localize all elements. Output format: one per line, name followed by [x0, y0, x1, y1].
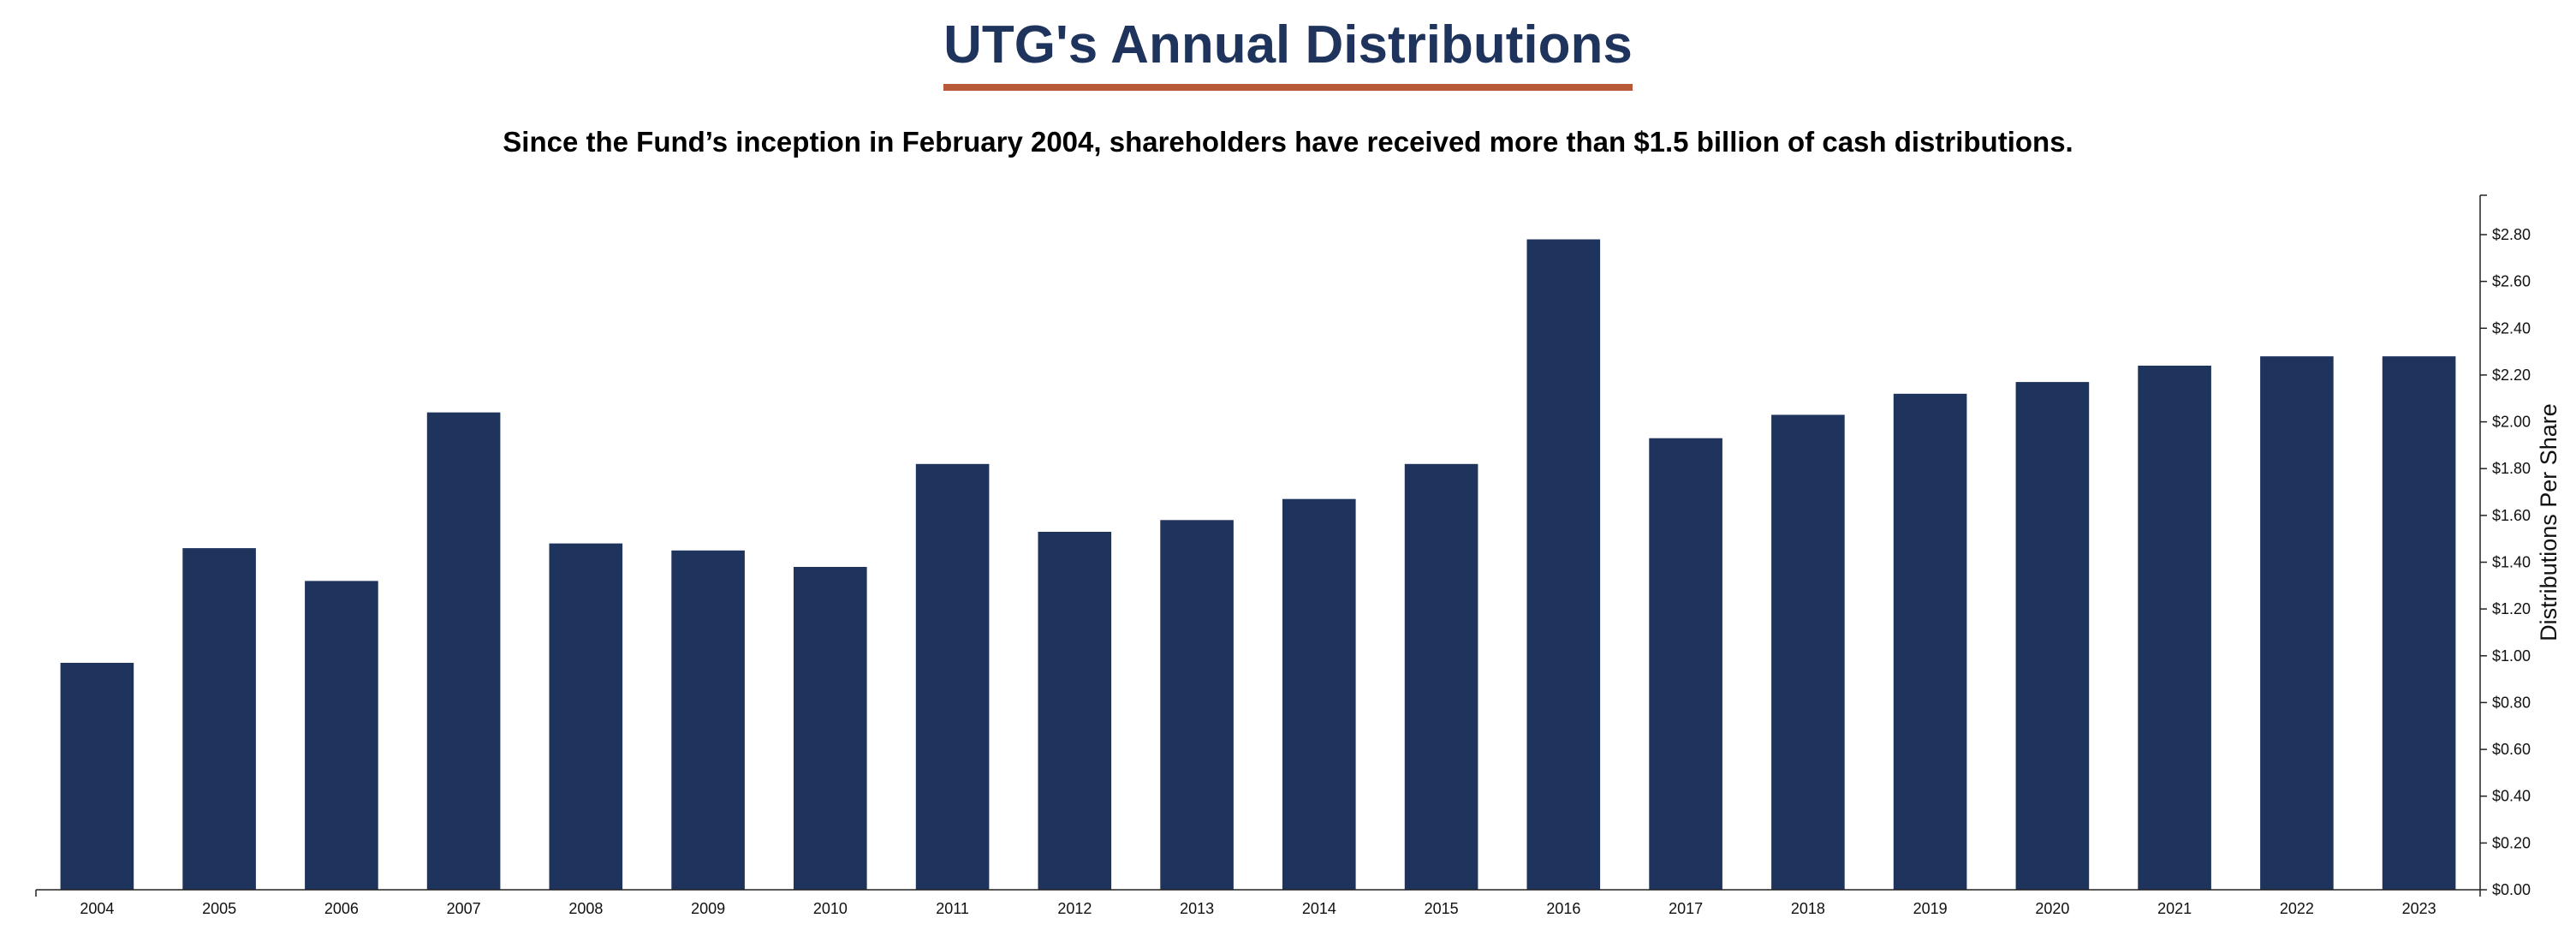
x-tick-label-2006: 2006: [324, 900, 359, 917]
x-tick-label-2016: 2016: [1546, 900, 1580, 917]
bar-2023: [2382, 356, 2456, 891]
bar-2004: [60, 663, 134, 890]
y-tick-label: $0.20: [2492, 834, 2531, 851]
y-tick-label: $0.40: [2492, 788, 2531, 805]
x-tick-label-2007: 2007: [447, 900, 481, 917]
y-tick-label: $1.00: [2492, 647, 2531, 665]
x-tick-label-2009: 2009: [691, 900, 725, 917]
x-tick-label-2020: 2020: [2035, 900, 2069, 917]
y-tick-label: $1.20: [2492, 600, 2531, 617]
bar-2007: [426, 412, 501, 891]
x-tick-label-2018: 2018: [1791, 900, 1825, 917]
y-axis: $0.00 $0.20 $0.40 $0.60 $0.80 $1.00 $1.20 $1.40…: [2479, 194, 2531, 898]
bar-2005: [182, 548, 256, 890]
y-tick-label: $2.60: [2492, 273, 2531, 290]
bar-2018: [1771, 414, 1845, 890]
title-wrap: UTG's Annual Distributions: [0, 0, 2576, 91]
bar-2020: [2015, 382, 2090, 891]
y-tick-label: $1.40: [2492, 554, 2531, 571]
x-tick-label-2011: 2011: [936, 900, 969, 917]
y-tick-label: $0.80: [2492, 694, 2531, 711]
bar-2019: [1893, 393, 1967, 890]
x-tick-label-2008: 2008: [568, 900, 603, 917]
y-tick-label: $0.00: [2492, 881, 2531, 898]
bar-2016: [1526, 239, 1601, 890]
x-tick-label-2013: 2013: [1180, 900, 1214, 917]
bar-2012: [1038, 532, 1112, 890]
chart-subtitle: Since the Fund’s inception in February 2…: [503, 126, 2073, 158]
y-tick-label: $2.40: [2492, 319, 2531, 337]
bar-2009: [671, 550, 745, 890]
x-tick-label-2021: 2021: [2157, 900, 2192, 917]
bar-2015: [1404, 463, 1478, 891]
x-tick-label-2012: 2012: [1057, 900, 1092, 917]
x-tick-label-2023: 2023: [2402, 900, 2436, 917]
x-tick-label-2017: 2017: [1669, 900, 1703, 917]
x-tick-label-2014: 2014: [1302, 900, 1336, 917]
bar-2021: [2138, 366, 2211, 890]
x-axis: 2004 2005 2006 2007 2008 2009 2010 2011 2012 2013…: [35, 889, 2480, 917]
x-tick-label-2004: 2004: [80, 900, 114, 917]
bar-2006: [305, 581, 378, 890]
x-tick-label-2019: 2019: [1913, 900, 1948, 917]
bar-2022: [2260, 356, 2334, 891]
y-axis-label: Distributions Per Share: [2536, 403, 2561, 641]
bar-2014: [1282, 498, 1356, 890]
bar-2017: [1649, 438, 1722, 890]
chart-title: UTG's Annual Distributions: [943, 12, 1633, 91]
y-tick-label: $0.60: [2492, 741, 2531, 758]
bar-2013: [1160, 520, 1234, 890]
y-tick-label: $2.20: [2492, 367, 2531, 384]
y-tick-label: $2.80: [2492, 226, 2531, 243]
bar-2008: [549, 543, 623, 890]
bar-2011: [915, 463, 990, 891]
x-tick-label-2015: 2015: [1425, 900, 1459, 917]
y-tick-label: $2.00: [2492, 414, 2531, 431]
bars-group: [60, 239, 2456, 891]
x-tick-label-2005: 2005: [202, 900, 236, 917]
x-tick-label-2022: 2022: [2280, 900, 2314, 917]
y-tick-label: $1.80: [2492, 460, 2531, 477]
bar-2010: [794, 567, 867, 890]
x-tick-label-2010: 2010: [813, 900, 848, 917]
y-tick-label: $1.60: [2492, 507, 2531, 524]
